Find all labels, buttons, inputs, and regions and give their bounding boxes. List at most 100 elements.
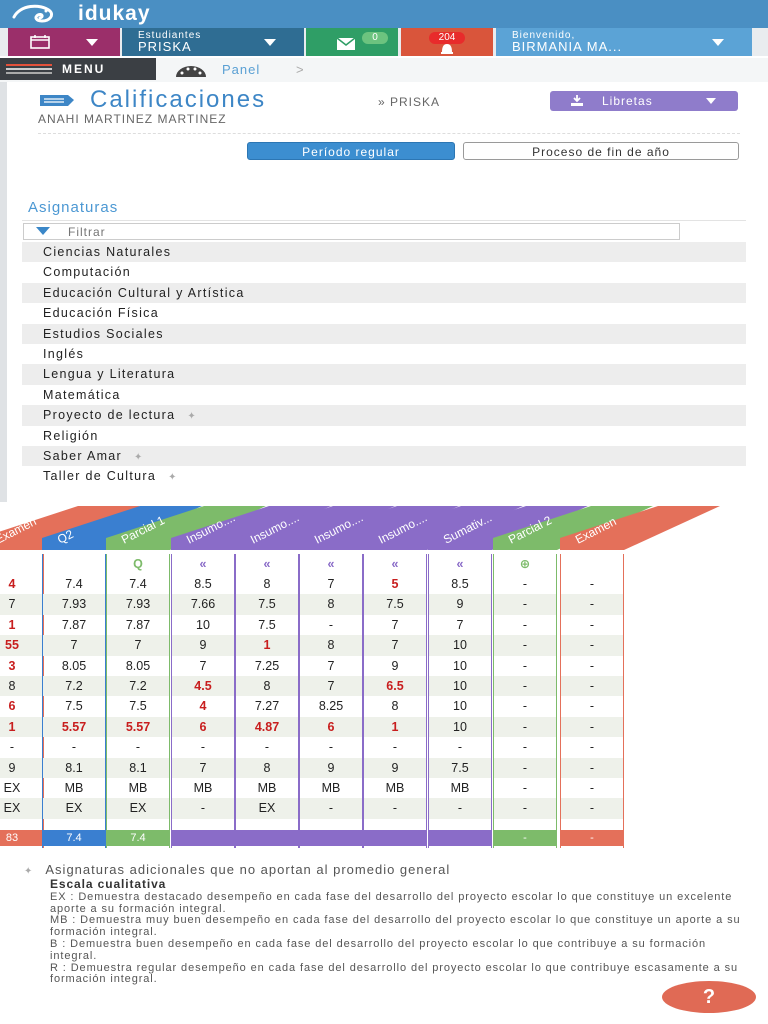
grade-cell[interactable]: - bbox=[561, 737, 623, 757]
expand-icon[interactable]: « bbox=[456, 557, 464, 571]
tab-fin-de-anio[interactable]: Proceso de fin de año bbox=[463, 142, 739, 160]
grade-cell[interactable]: - bbox=[429, 798, 491, 819]
grade-cell[interactable]: 7.5 bbox=[429, 757, 491, 778]
subject-item[interactable]: Taller de Cultura ✦ bbox=[22, 466, 746, 486]
grade-cell[interactable]: 8 bbox=[0, 676, 43, 697]
subject-item[interactable]: Educación Física bbox=[22, 303, 746, 323]
calendar-dropdown[interactable] bbox=[8, 28, 120, 56]
grade-cell[interactable]: 7 bbox=[429, 615, 491, 635]
grade-cell[interactable]: 7 bbox=[300, 656, 362, 676]
grade-cell[interactable]: 8.25 bbox=[300, 696, 362, 716]
grade-cell[interactable]: - bbox=[494, 574, 556, 594]
zoom-icon[interactable]: Q bbox=[133, 557, 143, 571]
grade-cell[interactable]: 5 bbox=[364, 574, 426, 594]
grade-cell[interactable]: 7.5 bbox=[107, 696, 169, 716]
grade-cell[interactable]: - bbox=[236, 737, 298, 757]
grade-cell[interactable]: 3 bbox=[0, 656, 43, 676]
grade-cell[interactable]: 10 bbox=[172, 615, 234, 635]
messages-button[interactable]: 0 bbox=[306, 28, 398, 56]
grade-cell[interactable]: 7 bbox=[172, 656, 234, 676]
grade-cell[interactable]: 7.5 bbox=[364, 594, 426, 615]
subject-item[interactable]: Ciencias Naturales bbox=[22, 242, 746, 263]
grade-cell[interactable]: EX bbox=[107, 798, 169, 819]
grade-cell[interactable]: - bbox=[561, 594, 623, 615]
grade-cell[interactable]: MB bbox=[429, 778, 491, 798]
grade-cell[interactable]: 4.5 bbox=[172, 676, 234, 697]
grade-cell[interactable]: - bbox=[0, 737, 43, 757]
grade-cell[interactable]: - bbox=[429, 737, 491, 757]
grade-cell[interactable]: 55 bbox=[0, 635, 43, 656]
notifications-button[interactable]: 204 bbox=[401, 28, 493, 56]
column-header-1[interactable]: Q2 bbox=[42, 506, 202, 550]
grade-cell[interactable]: - bbox=[561, 716, 623, 738]
grade-cell[interactable]: 9 bbox=[300, 757, 362, 778]
brand-name[interactable]: idukay bbox=[78, 2, 151, 25]
libretas-dropdown-button[interactable]: Libretas bbox=[550, 91, 738, 111]
grade-cell[interactable]: - bbox=[494, 716, 556, 738]
grade-cell[interactable]: 10 bbox=[429, 635, 491, 656]
grade-cell[interactable]: 7 bbox=[0, 594, 43, 615]
grade-cell[interactable]: 5.57 bbox=[107, 716, 169, 738]
grade-cell[interactable]: 1 bbox=[364, 716, 426, 738]
grade-cell[interactable]: - bbox=[494, 594, 556, 615]
grade-cell[interactable]: 7.5 bbox=[43, 696, 105, 716]
filter-input[interactable] bbox=[68, 225, 668, 238]
grade-cell[interactable]: - bbox=[494, 696, 556, 716]
grade-cell[interactable]: 8 bbox=[300, 594, 362, 615]
grade-cell[interactable]: 7 bbox=[107, 635, 169, 656]
students-dropdown[interactable]: Estudiantes PRISKA bbox=[122, 28, 304, 56]
grade-cell[interactable]: 7.93 bbox=[43, 594, 105, 615]
grade-cell[interactable]: - bbox=[300, 798, 362, 819]
grade-cell[interactable]: - bbox=[494, 778, 556, 798]
grade-cell[interactable]: - bbox=[107, 737, 169, 757]
grade-cell[interactable]: 7.2 bbox=[43, 676, 105, 697]
grade-cell[interactable]: 7 bbox=[43, 635, 105, 656]
grade-cell[interactable]: 7 bbox=[300, 676, 362, 697]
grade-cell[interactable]: 7.87 bbox=[43, 615, 105, 635]
column-header-0[interactable]: Examen bbox=[0, 506, 140, 550]
grade-cell[interactable]: 5.57 bbox=[43, 716, 105, 738]
grade-cell[interactable]: - bbox=[561, 696, 623, 716]
grade-cell[interactable]: - bbox=[494, 635, 556, 656]
grade-cell[interactable]: - bbox=[494, 737, 556, 757]
grade-cell[interactable]: 7.4 bbox=[107, 574, 169, 594]
grade-cell[interactable]: 8.5 bbox=[429, 574, 491, 594]
grade-cell[interactable]: - bbox=[300, 737, 362, 757]
grade-cell[interactable]: 8.05 bbox=[107, 656, 169, 676]
grade-cell[interactable]: 8 bbox=[300, 635, 362, 656]
grade-cell[interactable]: MB bbox=[172, 778, 234, 798]
grade-cell[interactable]: - bbox=[172, 798, 234, 819]
grade-cell[interactable]: 1 bbox=[0, 716, 43, 738]
grade-cell[interactable]: - bbox=[561, 656, 623, 676]
grade-cell[interactable]: - bbox=[561, 798, 623, 819]
grade-cell[interactable]: 7.2 bbox=[107, 676, 169, 697]
grade-cell[interactable]: 6 bbox=[172, 716, 234, 738]
grade-cell[interactable]: 7.87 bbox=[107, 615, 169, 635]
grade-cell[interactable]: 7.93 bbox=[107, 594, 169, 615]
grade-cell[interactable]: 6.5 bbox=[364, 676, 426, 697]
grade-cell[interactable]: - bbox=[561, 676, 623, 697]
help-button[interactable]: ? bbox=[662, 981, 756, 1013]
idukay-logo-icon[interactable] bbox=[10, 3, 58, 25]
grade-cell[interactable]: 9 bbox=[172, 635, 234, 656]
grade-cell[interactable]: 8.1 bbox=[43, 757, 105, 778]
grade-cell[interactable]: 7.4 bbox=[43, 574, 105, 594]
grade-cell[interactable]: 8 bbox=[236, 757, 298, 778]
grade-cell[interactable]: 8 bbox=[236, 676, 298, 697]
expand-icon[interactable]: « bbox=[263, 557, 271, 571]
grade-cell[interactable]: - bbox=[561, 635, 623, 656]
menu-toggle-button[interactable]: MENU bbox=[0, 58, 156, 80]
grade-cell[interactable]: 4 bbox=[172, 696, 234, 716]
subject-item[interactable]: Matemática bbox=[22, 385, 746, 405]
grade-cell[interactable]: - bbox=[172, 737, 234, 757]
grade-cell[interactable]: 9 bbox=[364, 656, 426, 676]
tab-periodo-regular[interactable]: Período regular bbox=[247, 142, 455, 160]
grade-cell[interactable]: 7 bbox=[172, 757, 234, 778]
grade-cell[interactable]: 9 bbox=[364, 757, 426, 778]
grade-cell[interactable]: - bbox=[494, 676, 556, 697]
subject-item[interactable]: Inglés bbox=[22, 344, 746, 364]
grade-cell[interactable]: 7.5 bbox=[236, 594, 298, 615]
grade-cell[interactable]: 6 bbox=[0, 696, 43, 716]
expand-icon[interactable]: « bbox=[327, 557, 335, 571]
grade-cell[interactable]: - bbox=[43, 737, 105, 757]
